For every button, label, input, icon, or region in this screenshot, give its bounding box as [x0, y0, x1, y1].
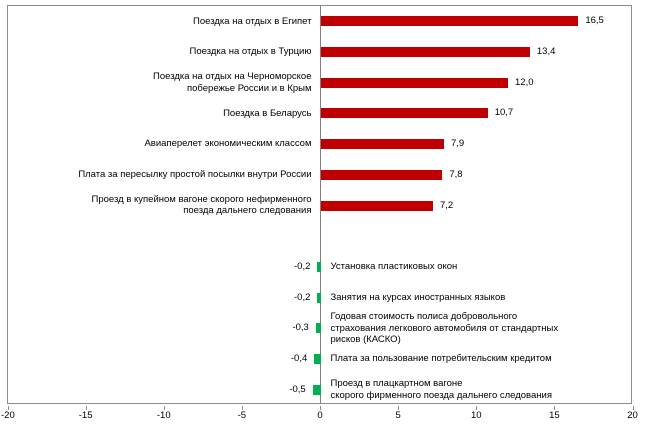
category-label: Проезд в плацкартном вагоне скорого фирм… [330, 378, 552, 401]
bar [320, 16, 579, 27]
category-label: Плата за пользование потребительским кре… [330, 353, 552, 365]
value-label: 16,5 [585, 15, 604, 27]
value-label: -0,4 [290, 352, 308, 364]
x-axis-tick-label: 0 [317, 410, 323, 421]
bar [317, 292, 321, 303]
x-axis-tick-label: 15 [549, 410, 560, 421]
value-label: -0,5 [289, 383, 306, 395]
category-label: Установка пластиковых окон [330, 261, 458, 273]
x-axis-tick-label: 20 [627, 410, 638, 421]
x-axis-tick [7, 406, 9, 410]
value-label: -0,3 [292, 322, 309, 334]
bar [314, 353, 321, 364]
category-label: Проезд в купейном вагоне скорого нефирме… [91, 193, 312, 217]
bar [312, 384, 321, 395]
bar [320, 77, 508, 88]
plot-area: 16,5 Поездка на отдых в Египет 13,4 Поездка… [7, 5, 632, 404]
value-label: 7,8 [449, 168, 463, 180]
value-label: 7,9 [450, 138, 465, 150]
category-label: Поездка на отдых в Турцию [189, 46, 312, 58]
x-axis-tick-label: -10 [156, 410, 171, 421]
bar [320, 200, 433, 211]
x-axis-tick [554, 406, 556, 410]
x-axis-tick [476, 406, 478, 410]
value-label: 7,2 [440, 199, 454, 211]
bar [320, 108, 488, 119]
x-axis-tick [85, 406, 87, 410]
x-axis-tick [163, 406, 165, 410]
x-axis-tick-label: -5 [237, 410, 247, 421]
category-label: Годовая стоимость полиса добровольного с… [330, 311, 559, 346]
x-axis-tick-label: 10 [470, 410, 482, 421]
value-label: -0,2 [294, 260, 311, 272]
value-label: 12,0 [515, 76, 534, 88]
category-label: Поездка на отдых на Черноморское побереж… [153, 71, 312, 94]
x-axis-tick [632, 406, 634, 410]
bar [320, 139, 444, 150]
x-axis-tick [398, 406, 400, 410]
value-label: 13,4 [536, 46, 556, 58]
value-label: 10,7 [494, 107, 514, 119]
x-axis-tick [320, 406, 321, 410]
value-label: -0,2 [294, 291, 311, 303]
category-label: Авиаперелет экономическим классом [144, 138, 312, 150]
category-label: Поездка на отдых в Египет [193, 15, 312, 27]
category-label: Занятия на курсах иностранных языков [330, 291, 506, 303]
x-axis-tick-label: -20 [1, 410, 15, 421]
category-label: Поездка в Беларусь [223, 107, 312, 119]
category-label: Плата за пересылку простой посылки внутр… [78, 169, 312, 181]
bar [320, 169, 443, 180]
bar [315, 323, 321, 334]
x-axis-tick-label: -15 [78, 410, 93, 421]
x-axis-tick [241, 406, 243, 410]
bar [320, 47, 530, 58]
x-axis-tick-label: 5 [395, 410, 401, 421]
bar [317, 261, 321, 272]
